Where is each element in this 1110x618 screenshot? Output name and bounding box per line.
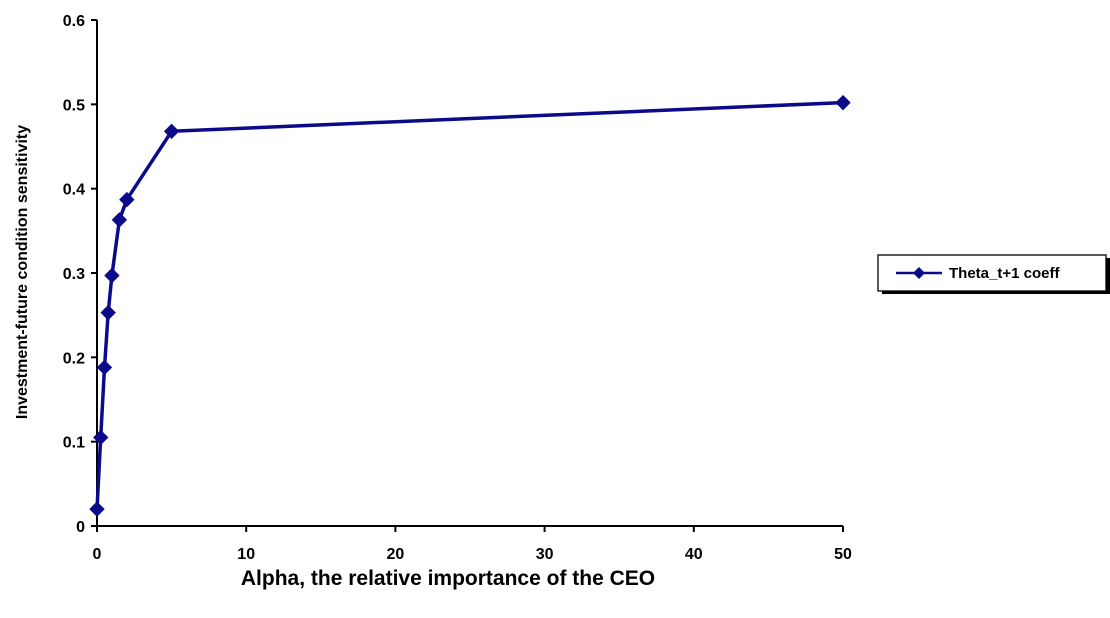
- x-tick-label: 50: [834, 546, 852, 563]
- legend-swatch-marker: [913, 267, 925, 279]
- y-tick-label: 0.6: [63, 13, 85, 30]
- y-tick-label: 0.3: [63, 266, 85, 283]
- x-ticks: 0 10 20 30 40 50: [93, 526, 852, 563]
- series-layer: [89, 94, 851, 517]
- axes: [96, 20, 843, 527]
- x-tick-label: 0: [93, 546, 102, 563]
- data-point-marker: [111, 212, 128, 228]
- data-point-marker: [163, 123, 180, 140]
- data-point-marker: [104, 267, 120, 284]
- y-tick-label: 0.4: [63, 182, 85, 199]
- y-tick-label: 0: [76, 519, 85, 536]
- series-line: [95, 100, 844, 510]
- x-axis-title: Alpha, the relative importance of the CE…: [241, 567, 655, 590]
- data-point-marker: [119, 191, 135, 208]
- data-point-marker: [96, 359, 113, 376]
- data-point-marker: [100, 304, 116, 321]
- data-point-marker: [835, 94, 851, 111]
- legend-label: Theta_t+1 coeff: [949, 265, 1060, 282]
- y-tick-label: 0.1: [63, 435, 85, 452]
- x-tick-label: 20: [387, 546, 405, 563]
- y-tick-label: 0.5: [63, 97, 85, 114]
- x-tick-label: 10: [237, 546, 255, 563]
- y-tick-label: 0.2: [63, 350, 85, 367]
- x-tick-label: 40: [685, 546, 703, 563]
- y-ticks: 0 0.1 0.2 0.3 0.4 0.5 0.6: [63, 13, 97, 536]
- legend: Theta_t+1 coeff: [877, 254, 1110, 294]
- data-point-marker: [89, 501, 105, 517]
- data-point-marker: [93, 429, 109, 446]
- x-tick-label: 30: [536, 546, 554, 563]
- y-axis-title: Investment-future condition sensitivity: [14, 125, 31, 419]
